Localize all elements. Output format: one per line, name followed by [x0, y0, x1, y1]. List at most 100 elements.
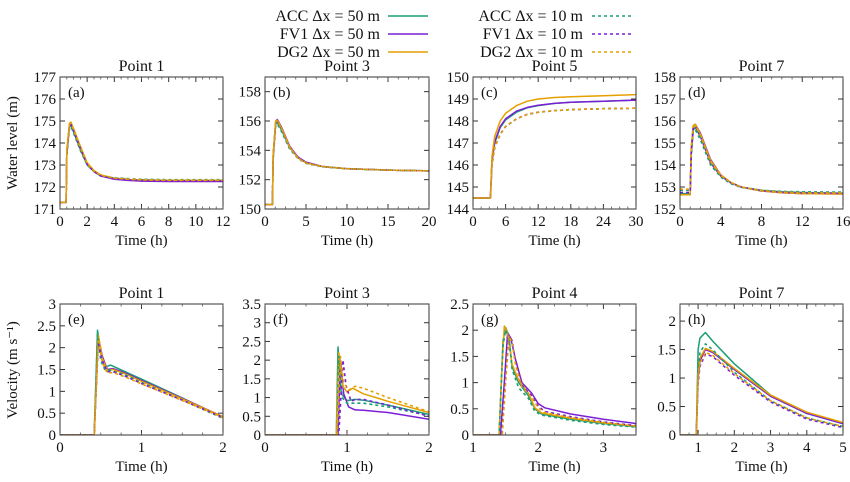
x-tick-label: 1	[694, 440, 702, 456]
y-tick-label: 3	[254, 316, 262, 332]
y-tick-label: 3.5	[242, 297, 261, 313]
series-group	[473, 325, 636, 435]
y-tick-label: 2	[462, 323, 470, 339]
y-tick-label: 152	[654, 202, 677, 218]
x-tick-label: 0	[261, 440, 269, 456]
x-tick-label: 5	[839, 440, 847, 456]
legend-entry: ACC Δx = 10 m	[478, 8, 632, 25]
y-tick-label: 2.5	[450, 297, 469, 313]
panel-title: Point 7	[739, 58, 785, 75]
x-tick-label: 12	[531, 214, 546, 230]
panel-tag: (a)	[68, 85, 85, 101]
y-tick-label: 146	[447, 158, 470, 174]
y-tick-label: 173	[34, 158, 57, 174]
x-tick-label: 0	[56, 214, 64, 230]
y-tick-label: 0	[49, 428, 57, 444]
panel-title: Point 1	[119, 58, 165, 75]
y-tick-label: 145	[447, 180, 470, 196]
y-tick-label: 0.5	[242, 409, 261, 425]
series-group	[60, 329, 223, 435]
x-tick-label: 0	[56, 440, 64, 456]
y-tick-label: 0.5	[657, 400, 676, 416]
y-tick-label: 0	[669, 428, 677, 444]
legend-label: DG2 Δx = 10 m	[480, 44, 583, 61]
series-line-ACC50	[60, 329, 223, 435]
x-tick-label: 8	[758, 214, 766, 230]
panel-tag: (g)	[481, 312, 499, 328]
y-tick-label: 174	[34, 136, 57, 152]
series-line-FV110	[60, 342, 223, 435]
y-tick-label: 1.5	[242, 372, 261, 388]
y-tick-label: 154	[239, 143, 262, 159]
panel-d: Point 7 0 4 8 12 16 152 153 154 155 156 157 158 (d) Ti…	[654, 58, 850, 249]
x-tick-label: 24	[596, 214, 612, 230]
panel-title: Point 5	[532, 58, 578, 75]
y-tick-label: 0	[254, 428, 262, 444]
series-line-DG210	[265, 355, 429, 435]
panel-tag: (b)	[273, 85, 291, 101]
series-line-DG210	[680, 351, 843, 435]
x-tick-label: 4	[803, 440, 811, 456]
series-line-DG210	[60, 122, 223, 204]
x-tick-label: 10	[188, 214, 203, 230]
x-tick-label: 5	[302, 214, 310, 230]
panel-g: Point 4 1 2 3 0 0.5 1 1.5 2 2.5 (g) Time (h)	[450, 285, 637, 475]
panel-tag: (d)	[688, 85, 706, 101]
x-tick-label: 12	[216, 214, 231, 230]
panel-title: Point 3	[324, 285, 370, 302]
x-tick-label: 2	[219, 440, 227, 456]
x-tick-label: 16	[836, 214, 850, 230]
x-axis-label: Time (h)	[321, 459, 373, 475]
panel-tag: (e)	[68, 312, 85, 328]
legend-entry: ACC Δx = 50 m	[275, 8, 428, 25]
y-tick-label: 154	[654, 158, 677, 174]
legend-label: FV1 Δx = 10 m	[483, 26, 584, 43]
x-axis-label: Time (h)	[115, 459, 167, 475]
series-line-DG250	[680, 123, 843, 196]
series-line-FV150	[60, 122, 223, 204]
series-line-ACC10	[265, 123, 429, 206]
series-line-FV150	[680, 123, 843, 196]
x-tick-label: 12	[795, 214, 810, 230]
series-group	[680, 331, 843, 435]
series-group	[680, 123, 843, 196]
y-tick-label: 2	[254, 353, 262, 369]
x-tick-label: 4	[111, 214, 119, 230]
series-line-FV150	[265, 359, 429, 435]
panel-h: Point 7 1 2 3 4 5 0 0.5 1 1.5 2 (h) Time (h)	[657, 285, 847, 475]
y-tick-label: 172	[34, 180, 57, 196]
y-tick-label: 2	[669, 314, 677, 330]
y-tick-label: 1.5	[37, 363, 56, 379]
x-tick-label: 3	[767, 440, 775, 456]
y-tick-label: 175	[34, 114, 57, 130]
legend-entry: FV1 Δx = 10 m	[483, 26, 632, 43]
series-line-FV150	[473, 332, 636, 435]
series-line-ACC50	[473, 99, 636, 199]
y-tick-label: 158	[239, 85, 262, 101]
panel-title: Point 4	[532, 285, 578, 302]
x-tick-label: 6	[138, 214, 146, 230]
x-tick-label: 18	[563, 214, 578, 230]
x-tick-label: 20	[422, 214, 437, 230]
series-line-ACC10	[60, 333, 223, 435]
x-tick-label: 30	[629, 214, 644, 230]
y-tick-label: 177	[34, 70, 57, 86]
x-tick-label: 8	[165, 214, 173, 230]
y-tick-label: 147	[447, 136, 470, 152]
panel-tag: (c)	[481, 85, 498, 101]
y-tick-label: 3	[49, 297, 57, 313]
x-axis-label: Time (h)	[115, 233, 167, 249]
y-tick-label: 148	[447, 114, 470, 130]
series-group	[60, 121, 223, 204]
x-tick-label: 2	[534, 440, 542, 456]
y-tick-label: 156	[239, 114, 262, 130]
y-tick-label: 2	[49, 341, 57, 357]
y-tick-label: 171	[34, 202, 57, 218]
x-tick-label: 0	[469, 214, 477, 230]
panel-tag: (h)	[688, 312, 706, 328]
series-line-FV110	[680, 125, 843, 194]
series-line-FV110	[265, 359, 429, 435]
series-line-DG250	[265, 351, 429, 435]
legend-entry: FV1 Δx = 50 m	[280, 26, 428, 43]
